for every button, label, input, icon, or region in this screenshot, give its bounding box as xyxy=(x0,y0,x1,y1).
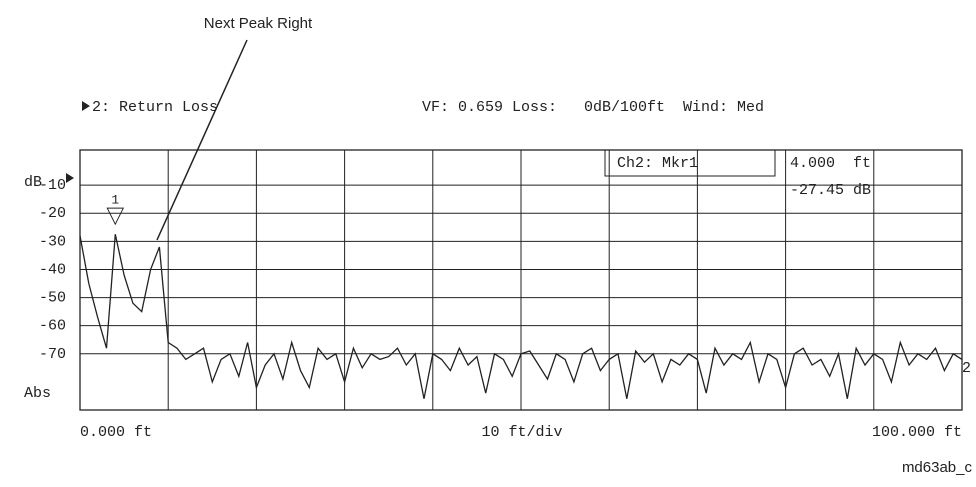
marker-y-readout: -27.45 dB xyxy=(790,182,871,199)
trace-label: 2 xyxy=(962,360,971,377)
active-indicator xyxy=(82,101,90,111)
y-tick-label: -60 xyxy=(39,318,66,335)
trace xyxy=(79,234,963,399)
y-tick-label: -50 xyxy=(39,290,66,307)
x-scale-label: 10 ft/div xyxy=(481,424,562,441)
format-label: Abs xyxy=(24,385,51,402)
x-tick-label: 100.000 ft xyxy=(872,424,962,441)
y-tick-label: -30 xyxy=(39,233,66,250)
chart-title: 2: Return Loss xyxy=(92,99,218,116)
marker-x-readout: 4.000 ft xyxy=(790,155,871,172)
reference-indicator xyxy=(66,173,74,183)
y-unit-label: dB xyxy=(24,174,42,191)
figure-id: md63ab_c xyxy=(902,459,973,476)
subtitle: VF: 0.659 Loss: 0dB/100ft Wind: Med xyxy=(422,99,764,116)
y-tick-label: -10 xyxy=(39,177,66,194)
marker-triangle xyxy=(106,207,125,226)
annotation-leader xyxy=(156,39,248,241)
annotation: Next Peak Right xyxy=(204,15,313,32)
x-tick-label: 0.000 ft xyxy=(80,424,152,441)
marker-label: 1 xyxy=(111,193,119,208)
y-tick-label: -20 xyxy=(39,205,66,222)
marker-name: Ch2: Mkr1 xyxy=(617,155,698,172)
y-tick-label: -70 xyxy=(39,346,66,363)
y-tick-label: -40 xyxy=(39,261,66,278)
